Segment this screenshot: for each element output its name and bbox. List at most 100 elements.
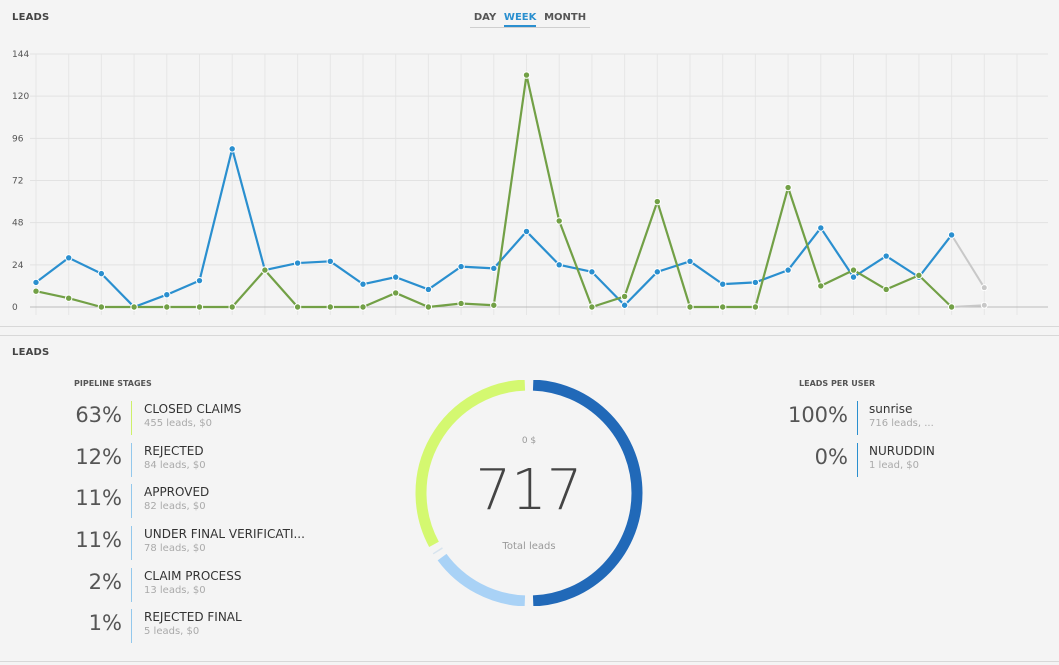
series-point <box>32 287 40 295</box>
series-point <box>32 278 40 287</box>
series-point <box>555 261 563 269</box>
projection-point <box>980 301 988 309</box>
series-point <box>915 271 923 280</box>
series-point <box>522 71 531 79</box>
series-point <box>620 292 629 301</box>
stage-color-bar <box>131 568 132 602</box>
leads-chart-title: LEADS <box>12 12 50 23</box>
stage-row[interactable]: 1% REJECTED FINAL 5 leads, $0 <box>0 609 400 643</box>
stage-row[interactable]: 12% REJECTED 84 leads, $0 <box>0 443 400 477</box>
series-point <box>620 301 629 309</box>
stage-percent: 11% <box>75 486 122 510</box>
stage-percent: 2% <box>88 570 122 594</box>
user-row[interactable]: 0% NURUDDIN 1 lead, $0 <box>0 443 1059 477</box>
projection-line <box>950 234 986 289</box>
series-point <box>65 294 73 302</box>
series-point <box>359 280 367 288</box>
user-color-bar <box>857 401 858 435</box>
series-point <box>424 285 433 294</box>
series-point <box>392 273 400 281</box>
series-point <box>326 257 334 266</box>
user-name: sunrise <box>869 402 913 416</box>
user-color-bar <box>857 443 858 477</box>
series-point <box>522 227 531 236</box>
stage-color-bar <box>131 443 132 477</box>
stage-percent: 63% <box>75 403 122 427</box>
donut-amount: 0 $ <box>521 436 537 446</box>
user-percent: 100% <box>787 403 848 427</box>
leads-line-chart: 0 24 48 72 96 120 144 <box>12 50 1048 315</box>
tab-week[interactable]: WEEK <box>503 10 537 27</box>
y-tick-label: 144 <box>12 50 29 60</box>
series-point <box>359 303 367 311</box>
stage-name: APPROVED <box>144 485 210 499</box>
series-point <box>195 276 204 285</box>
series-point <box>849 273 858 281</box>
stage-row[interactable]: 11% UNDER FINAL VERIFICATI... 78 leads, … <box>0 526 400 560</box>
bottom-divider <box>0 661 1059 662</box>
series-point <box>97 303 106 311</box>
series-point <box>392 289 400 297</box>
y-tick-label: 0 <box>12 303 18 313</box>
period-tabs: DAY WEEK MONTH <box>470 10 590 28</box>
stage-name: REJECTED <box>144 444 204 458</box>
pipeline-stages-title: PIPELINE STAGES <box>74 379 152 388</box>
stage-color-bar <box>131 526 132 560</box>
section-divider <box>0 326 1059 327</box>
series-point <box>457 299 465 308</box>
donut-label: Total leads <box>502 541 556 552</box>
leads-per-user-title: LEADS PER USER <box>799 379 876 388</box>
series-point <box>490 264 498 273</box>
stage-percent: 12% <box>75 445 122 469</box>
series-point <box>97 269 106 278</box>
total-leads-donut: 0 $ 717 Total leads <box>411 380 647 606</box>
stage-meta: 84 leads, $0 <box>144 460 206 471</box>
y-tick-label: 72 <box>12 177 23 187</box>
stage-row[interactable]: 11% APPROVED 82 leads, $0 <box>0 484 400 518</box>
series-point <box>947 303 956 311</box>
stage-row[interactable]: 2% CLAIM PROCESS 13 leads, $0 <box>0 568 400 602</box>
series-point <box>751 303 760 311</box>
series-point <box>686 303 694 311</box>
series-point <box>555 217 563 225</box>
stage-color-bar <box>131 401 132 435</box>
y-tick-label: 48 <box>12 219 24 229</box>
series-point <box>784 266 792 274</box>
series-point <box>228 303 236 311</box>
series-point <box>293 259 302 267</box>
series-point <box>653 197 661 206</box>
stage-meta: 5 leads, $0 <box>144 626 200 637</box>
stage-row[interactable]: 63% CLOSED CLAIMS 455 leads, $0 <box>0 401 400 435</box>
series-point <box>784 183 792 192</box>
stage-name: REJECTED FINAL <box>144 610 242 624</box>
projection-point <box>980 284 988 292</box>
series-point <box>424 303 433 311</box>
series-point <box>195 303 204 311</box>
stage-meta: 13 leads, $0 <box>144 585 206 596</box>
projection-line <box>951 304 985 308</box>
series-point <box>947 231 956 239</box>
donut-segment <box>532 380 643 606</box>
y-tick-label: 96 <box>12 134 24 144</box>
series-point <box>130 303 138 311</box>
series-point <box>882 252 890 260</box>
series-point <box>293 303 302 311</box>
leads-summary-title: LEADS <box>12 347 50 358</box>
user-meta: 716 leads, ... <box>869 418 934 429</box>
series-point <box>65 254 73 262</box>
series-point <box>261 266 269 274</box>
stage-name: CLAIM PROCESS <box>144 569 242 583</box>
user-name: NURUDDIN <box>869 444 935 458</box>
donut-segment <box>432 547 443 555</box>
series-point <box>719 280 727 288</box>
series-point <box>163 291 171 299</box>
donut-ring <box>415 380 643 606</box>
series-point <box>719 303 727 311</box>
tab-day[interactable]: DAY <box>473 12 497 23</box>
donut-segment <box>415 380 526 547</box>
series-point <box>588 303 596 311</box>
user-row[interactable]: 100% sunrise 716 leads, ... <box>0 401 1059 435</box>
tab-month[interactable]: MONTH <box>544 12 587 23</box>
stage-color-bar <box>131 484 132 518</box>
y-tick-label: 24 <box>12 261 24 271</box>
